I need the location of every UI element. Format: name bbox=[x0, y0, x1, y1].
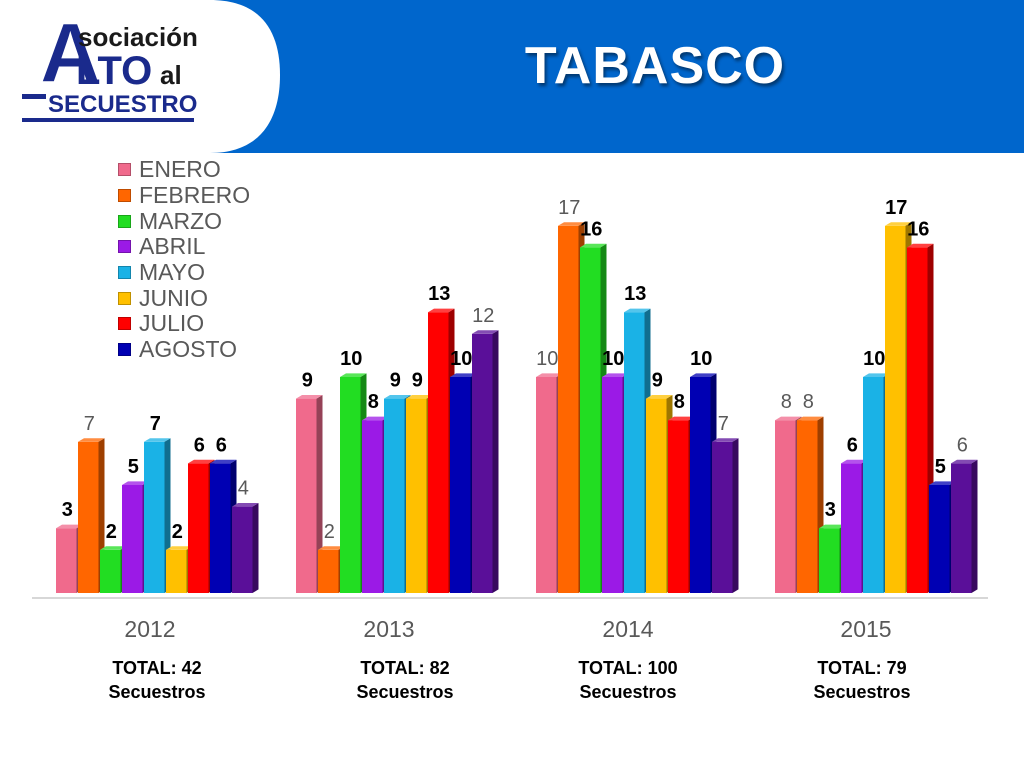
data-label: 10 bbox=[450, 348, 472, 370]
data-label: 2 bbox=[106, 521, 117, 543]
bar-2013-enero bbox=[296, 395, 323, 593]
svg-text:SECUESTRO: SECUESTRO bbox=[48, 91, 197, 118]
legend-label: ENERO bbox=[139, 156, 221, 183]
total-2013: TOTAL: 82 Secuestros bbox=[356, 658, 454, 702]
data-label: 16 bbox=[907, 218, 929, 240]
legend-label: ABRIL bbox=[139, 233, 206, 260]
data-label: 10 bbox=[863, 348, 885, 370]
logo: A sociación LTO al SECUESTRO bbox=[22, 8, 198, 122]
legend-item-julio: JULIO bbox=[118, 310, 250, 337]
data-label: 17 bbox=[558, 197, 580, 219]
legend-item-agosto: AGOSTO bbox=[118, 336, 250, 363]
data-label: 9 bbox=[302, 370, 313, 392]
legend-item-mayo: MAYO bbox=[118, 259, 250, 286]
bar-2013-series-9 bbox=[472, 330, 499, 593]
legend-item-abril: ABRIL bbox=[118, 233, 250, 260]
data-label: 7 bbox=[150, 413, 161, 435]
data-label: 12 bbox=[472, 305, 494, 327]
data-label: 17 bbox=[885, 197, 907, 219]
svg-text:LTO: LTO bbox=[76, 49, 152, 93]
data-label: 8 bbox=[368, 391, 379, 413]
data-label: 10 bbox=[340, 348, 362, 370]
data-label: 4 bbox=[238, 478, 249, 500]
legend-swatch bbox=[118, 266, 131, 280]
legend-item-febrero: FEBRERO bbox=[118, 182, 251, 209]
data-label: 16 bbox=[580, 218, 602, 240]
bar-2014-series-9 bbox=[712, 438, 739, 593]
data-label: 10 bbox=[690, 348, 712, 370]
legend-label: AGOSTO bbox=[139, 336, 237, 363]
svg-text:A: A bbox=[40, 8, 101, 100]
data-label: 7 bbox=[718, 413, 729, 435]
bar-2015-series-9 bbox=[951, 459, 978, 593]
data-label: 7 bbox=[84, 413, 95, 435]
data-label: 9 bbox=[412, 370, 423, 392]
page-title: TABASCO bbox=[524, 37, 786, 95]
legend-label: JUNIO bbox=[139, 284, 208, 311]
data-label: 10 bbox=[536, 348, 558, 370]
category-label-2012: 2012 bbox=[124, 616, 175, 642]
data-label: 5 bbox=[935, 456, 946, 478]
data-label: 3 bbox=[825, 499, 836, 521]
header-band bbox=[0, 0, 1024, 153]
data-label: 13 bbox=[624, 283, 646, 305]
data-label: 2 bbox=[172, 521, 183, 543]
data-label: 8 bbox=[803, 391, 814, 413]
bar-2012-series-9 bbox=[232, 503, 259, 593]
data-label: 3 bbox=[62, 499, 73, 521]
total-2014: TOTAL: 100 Secuestros bbox=[578, 658, 678, 702]
legend-label: FEBRERO bbox=[139, 182, 251, 209]
legend-label: MARZO bbox=[139, 207, 223, 234]
svg-text:al: al bbox=[160, 60, 182, 90]
data-label: 6 bbox=[957, 434, 968, 456]
category-label-2013: 2013 bbox=[363, 616, 414, 642]
legend-swatch bbox=[118, 317, 131, 331]
data-label: 8 bbox=[781, 391, 792, 413]
data-label: 6 bbox=[194, 434, 205, 456]
legend-item-marzo: MARZO bbox=[118, 208, 250, 234]
legend: ENERO FEBRERO MARZO ABRIL MAYO JUNIO JULIO AGOS… bbox=[118, 156, 251, 363]
legend-item-junio: JUNIO bbox=[118, 285, 250, 311]
data-label: 10 bbox=[602, 348, 624, 370]
data-label: 13 bbox=[428, 283, 450, 305]
legend-item-enero: ENERO bbox=[118, 156, 250, 183]
legend-swatch bbox=[118, 343, 131, 357]
category-label-2015: 2015 bbox=[840, 616, 891, 642]
legend-swatch bbox=[118, 163, 131, 177]
data-label: 5 bbox=[128, 456, 139, 478]
total-2015: TOTAL: 79 Secuestros bbox=[813, 658, 911, 702]
legend-label: JULIO bbox=[139, 310, 205, 337]
category-label-2014: 2014 bbox=[602, 616, 653, 642]
legend-swatch bbox=[118, 189, 131, 203]
data-label: 2 bbox=[324, 521, 335, 543]
legend-swatch bbox=[118, 291, 131, 305]
data-label: 9 bbox=[652, 370, 663, 392]
data-label: 6 bbox=[216, 434, 227, 456]
legend-swatch bbox=[118, 240, 131, 254]
data-label: 6 bbox=[847, 434, 858, 456]
legend-label: MAYO bbox=[139, 259, 206, 286]
data-label: 9 bbox=[390, 370, 401, 392]
data-label: 8 bbox=[674, 391, 685, 413]
svg-text:sociación: sociación bbox=[78, 22, 198, 52]
legend-swatch bbox=[118, 214, 131, 228]
total-2012: TOTAL: 42 Secuestros bbox=[108, 658, 206, 702]
